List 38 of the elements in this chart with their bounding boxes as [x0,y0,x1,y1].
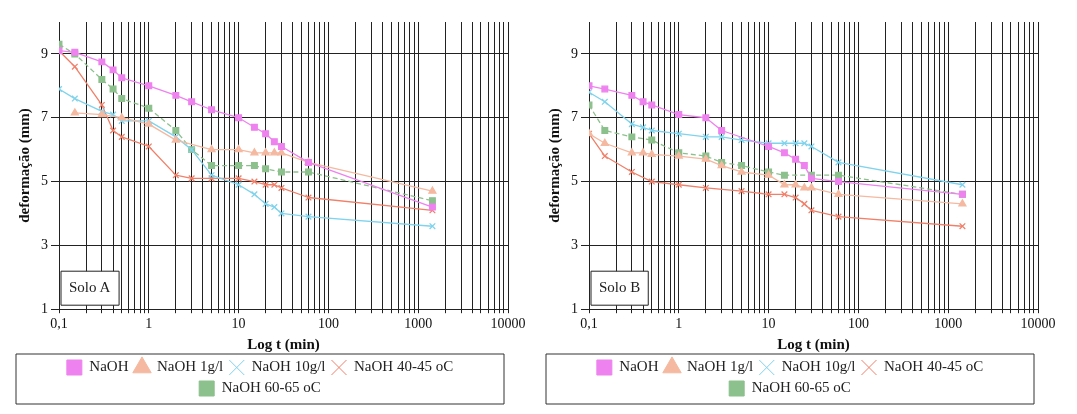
legend-label: NaOH 40-45 oC [353,358,454,375]
y-tick-label: 9 [571,45,578,61]
x-tick-label: 100 [847,316,869,332]
x-tick-label: 1000 [404,316,433,332]
x-tick-label: 0,1 [50,316,68,332]
legend-label: NaOH 60-65 oC [751,379,851,396]
x-axis-title: Log t (min) [247,335,320,353]
y-tick-label: 5 [41,173,48,189]
legend-label: NaOH 40-45 oC [883,358,984,375]
y-tick-label: 5 [571,173,578,189]
y-tick-label: 1 [571,300,578,316]
legend-label: NaOH 1g/l [157,358,224,375]
x-tick-label: 10000 [1020,316,1056,332]
y-tick-label: 9 [41,45,48,61]
legend-label: NaOH [89,358,129,375]
legend-label: NaOH [619,358,659,375]
y-axis-title: deformação (mm) [15,108,33,223]
legend-label: NaOH 10g/l [251,358,326,375]
x-tick-label: 0,1 [580,316,598,332]
x-axis-title: Log t (min) [777,335,850,353]
y-tick-label: 3 [571,237,578,253]
x-tick-label: 10 [231,316,246,332]
legend-label: NaOH 60-65 oC [221,379,321,396]
x-tick-label: 100 [317,316,339,332]
y-axis-title: deformação (mm) [545,108,563,223]
x-tick-label: 10000 [490,316,526,332]
annotation: Solo A [69,279,111,296]
y-tick-label: 7 [41,109,48,125]
annotation: Solo B [599,279,641,296]
y-tick-label: 1 [41,300,48,316]
x-tick-label: 1 [145,316,153,332]
x-tick-label: 1 [675,316,683,332]
y-tick-label: 3 [41,237,48,253]
x-tick-label: 10 [761,316,776,332]
x-tick-label: 1000 [934,316,963,332]
y-tick-label: 7 [571,109,578,125]
legend-label: NaOH 1g/l [687,358,754,375]
legend-label: NaOH 10g/l [781,358,856,375]
